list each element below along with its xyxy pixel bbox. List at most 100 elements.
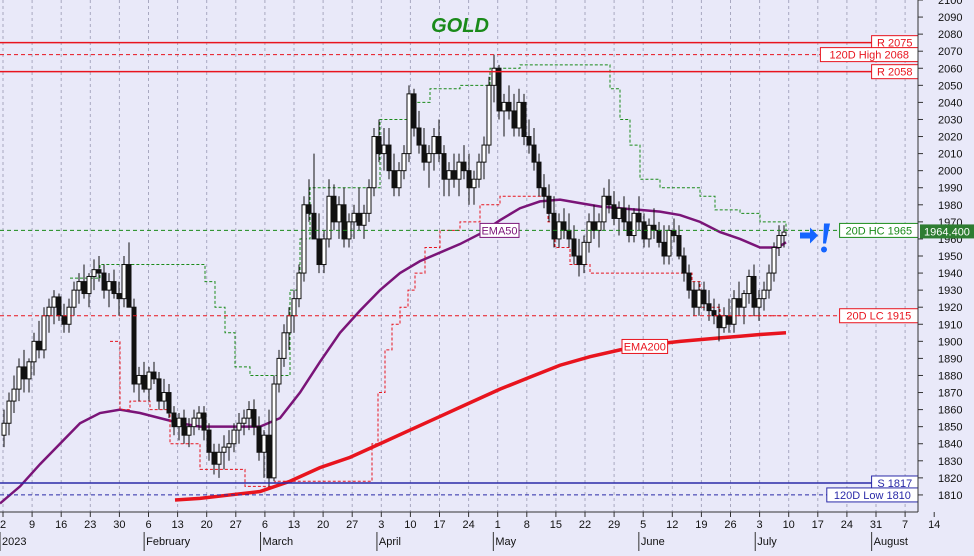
chart-title: GOLD — [431, 15, 489, 37]
series-line-20d-lc — [110, 195, 786, 487]
candle-body-148 — [741, 293, 747, 308]
x-day-label-14: 10 — [404, 519, 416, 531]
candle-body-55 — [276, 357, 282, 385]
candle-body-53 — [266, 434, 272, 479]
candle-body-106 — [531, 144, 537, 163]
x-day-label-27: 10 — [783, 519, 795, 531]
x-day-label-2: 16 — [55, 519, 67, 531]
candle-body-138 — [691, 289, 697, 308]
candle-body-83 — [416, 127, 422, 146]
candle-body-1 — [6, 400, 12, 424]
x-day-label-5: 6 — [145, 519, 151, 531]
candle-body-42 — [211, 451, 217, 465]
candle-body-153 — [766, 272, 772, 291]
candle-body-139 — [696, 289, 702, 308]
candle-body-104 — [521, 101, 527, 138]
level-label-20d-hc-1965: 20D HC 1965 — [845, 225, 912, 237]
candle-body-63 — [316, 238, 322, 266]
y-tick-label-2040: 2040 — [938, 97, 962, 109]
candle-body-12 — [61, 315, 67, 325]
x-day-label-20: 22 — [579, 519, 591, 531]
indicator-layer — [0, 64, 787, 505]
candle-body-56 — [281, 332, 287, 359]
candle-body-132 — [661, 241, 667, 257]
candle-body-114 — [571, 238, 577, 257]
candles-layer — [1, 54, 787, 487]
candle-body-45 — [226, 443, 232, 448]
candle-body-115 — [576, 255, 582, 266]
candle-body-22 — [111, 281, 117, 295]
x-day-label-21: 29 — [608, 519, 620, 531]
candle-body-70 — [351, 212, 357, 223]
y-tick-label-2030: 2030 — [938, 114, 962, 126]
candle-body-90 — [451, 170, 457, 180]
level-label-120d-high-2068: 120D High 2068 — [829, 50, 909, 62]
candle-body-76 — [381, 144, 387, 155]
candle-body-150 — [751, 275, 757, 308]
candle-body-2 — [11, 388, 17, 402]
candle-body-41 — [206, 429, 212, 453]
candle-body-105 — [526, 136, 532, 146]
candle-body-6 — [31, 340, 37, 363]
candle-body-147 — [736, 298, 742, 308]
candle-body-49 — [246, 409, 252, 419]
candle-body-59 — [296, 272, 302, 300]
candle-body-146 — [731, 298, 737, 325]
candle-body-136 — [681, 255, 687, 274]
x-day-label-7: 20 — [201, 519, 213, 531]
y-tick-label-1840: 1840 — [938, 439, 962, 451]
x-day-label-18: 8 — [524, 519, 530, 531]
x-day-label-12: 27 — [346, 519, 358, 531]
annotation-box-ema200 — [621, 338, 669, 354]
level-label-20d-lc-1915: 20D LC 1915 — [846, 311, 911, 323]
y-tick-label-1860: 1860 — [938, 405, 962, 417]
x-day-label-24: 19 — [695, 519, 707, 531]
y-tick-label-1820: 1820 — [938, 473, 962, 485]
x-day-label-3: 23 — [84, 519, 96, 531]
x-day-label-11: 20 — [317, 519, 329, 531]
candle-body-134 — [671, 229, 677, 237]
level-label-120d-low-1810: 120D Low 1810 — [834, 490, 911, 502]
candle-body-58 — [291, 298, 297, 317]
candle-body-62 — [311, 212, 317, 240]
y-tick-label-1950: 1950 — [938, 251, 962, 263]
candle-body-46 — [231, 429, 237, 445]
candle-body-118 — [591, 221, 597, 231]
candle-body-60 — [301, 204, 307, 274]
series-line-20d-hc — [70, 64, 787, 376]
candle-body-151 — [756, 298, 762, 308]
y-tick-label-1890: 1890 — [938, 353, 962, 365]
candle-body-17 — [86, 275, 92, 295]
candle-body-29 — [146, 371, 152, 390]
y-tick-label-1940: 1940 — [938, 268, 962, 280]
x-day-label-28: 17 — [812, 519, 824, 531]
candle-body-130 — [651, 224, 657, 231]
y-tick-label-2010: 2010 — [938, 149, 962, 161]
candle-body-131 — [656, 229, 662, 243]
y-tick-label-2000: 2000 — [938, 166, 962, 178]
candle-body-120 — [601, 195, 607, 223]
candle-body-30 — [151, 371, 157, 380]
arrow-icon — [800, 227, 818, 244]
candle-body-103 — [516, 101, 522, 129]
candle-body-75 — [376, 136, 382, 155]
candle-body-40 — [201, 412, 207, 431]
series-line-ema200 — [174, 331, 787, 502]
candle-body-141 — [706, 303, 712, 312]
candle-body-4 — [21, 366, 27, 380]
candle-body-50 — [251, 409, 257, 428]
x-month-label-march: March — [263, 536, 294, 548]
candle-body-44 — [221, 446, 227, 453]
y-tick-label-2050: 2050 — [938, 80, 962, 92]
annotation-label-ema200: EMA200 — [624, 341, 666, 353]
x-day-label-17: 1 — [495, 519, 501, 531]
candle-body-78 — [391, 170, 397, 189]
candle-body-15 — [76, 281, 82, 291]
candle-body-19 — [96, 269, 102, 274]
x-month-label-august: August — [874, 536, 908, 548]
y-tick-label-2080: 2080 — [938, 29, 962, 41]
candle-body-65 — [326, 195, 332, 240]
x-day-label-22: 5 — [640, 519, 646, 531]
x-day-label-15: 17 — [433, 519, 445, 531]
